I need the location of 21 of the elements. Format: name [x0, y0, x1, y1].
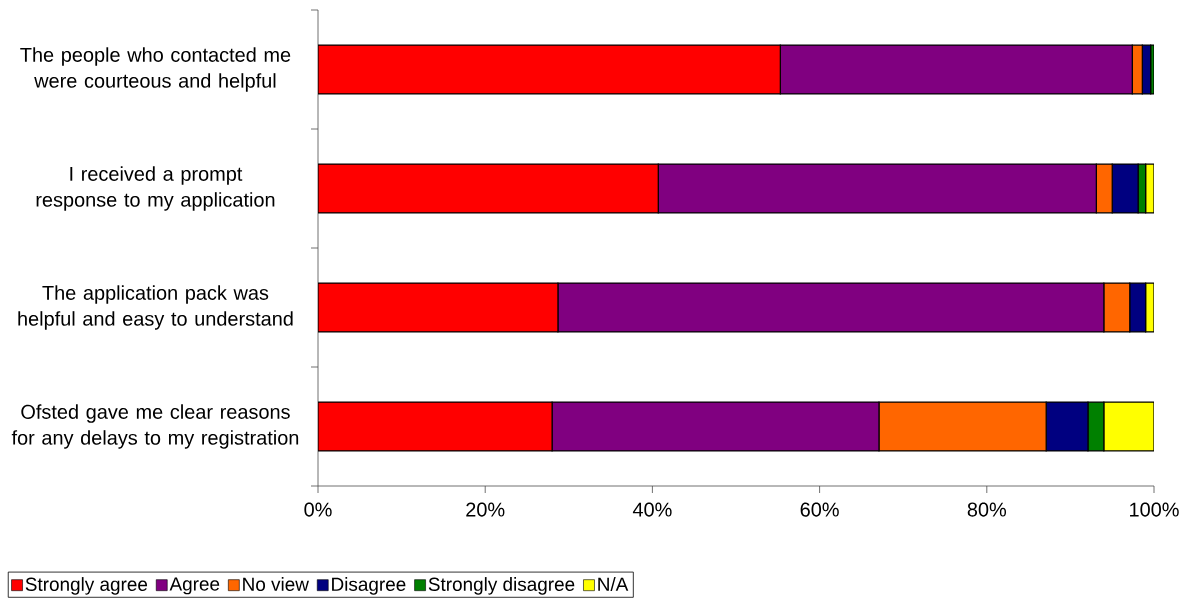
bar — [318, 44, 781, 95]
legend-label: No view — [243, 577, 309, 591]
x-tick-label: 20% — [466, 502, 505, 517]
y-tick-label: I received a prompt response to my application — [36, 166, 275, 211]
legend-label: Strongly agree — [25, 577, 148, 595]
y-tick-label: Ofsted gave me clear reasons for any delays to my registration — [11, 404, 299, 449]
y-tick-label: The people who contacted me were courteous and helpful — [20, 47, 291, 92]
bar — [318, 282, 559, 333]
x-tick-label: 80% — [967, 502, 1007, 517]
x-tick-label: 100% — [1130, 502, 1179, 517]
legend-label: Agree — [169, 577, 220, 595]
bar — [318, 163, 659, 214]
x-tick-label: 60% — [800, 502, 839, 517]
x-tick-label: 40% — [632, 502, 672, 517]
bar — [318, 401, 553, 452]
legend-label: N/A — [598, 577, 629, 591]
x-tick-label: 0% — [304, 502, 332, 517]
bar — [1103, 401, 1155, 452]
y-tick-label: The application pack was helpful and easy to understand — [18, 285, 293, 330]
legend-label: Disagree — [332, 577, 406, 595]
legend-label: Strongly disagree — [428, 577, 575, 595]
